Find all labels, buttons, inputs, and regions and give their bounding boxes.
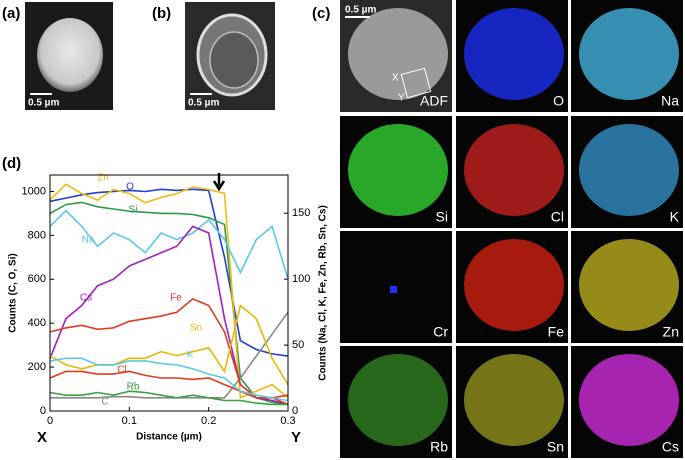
x-tick-label: 0.1 (122, 415, 137, 427)
map-label: Fe (548, 324, 565, 340)
series-label: O (126, 182, 134, 193)
map-particle (464, 239, 564, 331)
endpoint: Y (291, 429, 301, 446)
series-line (49, 297, 289, 406)
map-particle (464, 354, 564, 446)
map-label: Sn (547, 439, 564, 455)
map-label: ADF (420, 93, 448, 109)
panel-label: (b) (152, 5, 171, 22)
map-particle (464, 8, 564, 100)
series-label: Si (129, 205, 138, 216)
map-label: Rb (430, 439, 448, 455)
series-label: C (101, 397, 108, 408)
x-tick-label: 0.3 (280, 415, 295, 427)
map-label: Cs (662, 439, 679, 455)
y-tick-label: 800 (28, 229, 46, 241)
series-line (49, 357, 289, 402)
map-label: K (670, 209, 680, 225)
map-particle (579, 8, 679, 100)
series-label: Rb (127, 382, 140, 393)
series-label: Cs (80, 293, 92, 304)
x-tick-label: 0.2 (201, 415, 216, 427)
y-tick-label: 600 (28, 273, 46, 285)
map-particle (348, 8, 448, 100)
endpoint: X (37, 429, 47, 446)
cavity (209, 31, 259, 89)
series-line (49, 201, 289, 406)
map-label: Na (661, 93, 679, 109)
marker-text: X (392, 73, 399, 84)
map-spot (390, 286, 397, 293)
series-label: K (187, 350, 194, 361)
panel-label: (c) (312, 5, 330, 22)
series-line (49, 370, 289, 399)
y-tick-label: 1000 (22, 185, 46, 197)
y2-tick-label: 0 (292, 405, 298, 417)
series-line (49, 390, 288, 406)
x-tick-label: 0 (47, 415, 53, 427)
series-line (50, 311, 289, 399)
series-label: Sn (190, 323, 202, 334)
y-axis-title: Counts (C, O, Si) (8, 253, 19, 332)
y2-tick-label: 50 (292, 339, 304, 351)
scale-text: 0.5 µm (188, 98, 219, 109)
y2-tick-label: 100 (292, 273, 310, 285)
series-label: Zn (97, 173, 109, 184)
line-scan-box (400, 67, 432, 99)
map-particle (579, 354, 679, 446)
y-tick-label: 200 (28, 361, 46, 373)
map-particle (348, 354, 448, 446)
map-particle (579, 124, 679, 216)
map-particle (348, 124, 448, 216)
series-label: Cl (117, 365, 126, 376)
series-line (49, 188, 289, 357)
map-label: Cr (433, 324, 448, 340)
map-label: Zn (663, 324, 679, 340)
y2-tick-label: 150 (292, 207, 310, 219)
scale-text: 0.5 µm (345, 5, 376, 16)
map-label: O (553, 93, 564, 109)
series-line (49, 304, 289, 386)
map-particle (464, 124, 564, 216)
panel-label: (a) (2, 5, 20, 22)
plot-frame (49, 174, 289, 412)
map-label: Si (436, 209, 448, 225)
scale-text: 0.5 µm (28, 98, 59, 109)
y-tick-label: 400 (28, 317, 46, 329)
series-label: Na (82, 235, 95, 246)
series-line (49, 209, 289, 280)
panel-label: (d) (2, 155, 21, 172)
map-particle (579, 239, 679, 331)
series-line (49, 183, 289, 399)
y2-axis-title: Counts (Na, Cl, K, Fe, Zn, Rb, Sn, Cs) (318, 205, 329, 381)
map-label: Cl (551, 209, 564, 225)
y-tick-label: 0 (40, 405, 46, 417)
series-label: Fe (170, 293, 182, 304)
particle (37, 18, 103, 92)
marker-text: Y (398, 93, 405, 104)
x-axis-title: Distance (µm) (136, 432, 202, 443)
